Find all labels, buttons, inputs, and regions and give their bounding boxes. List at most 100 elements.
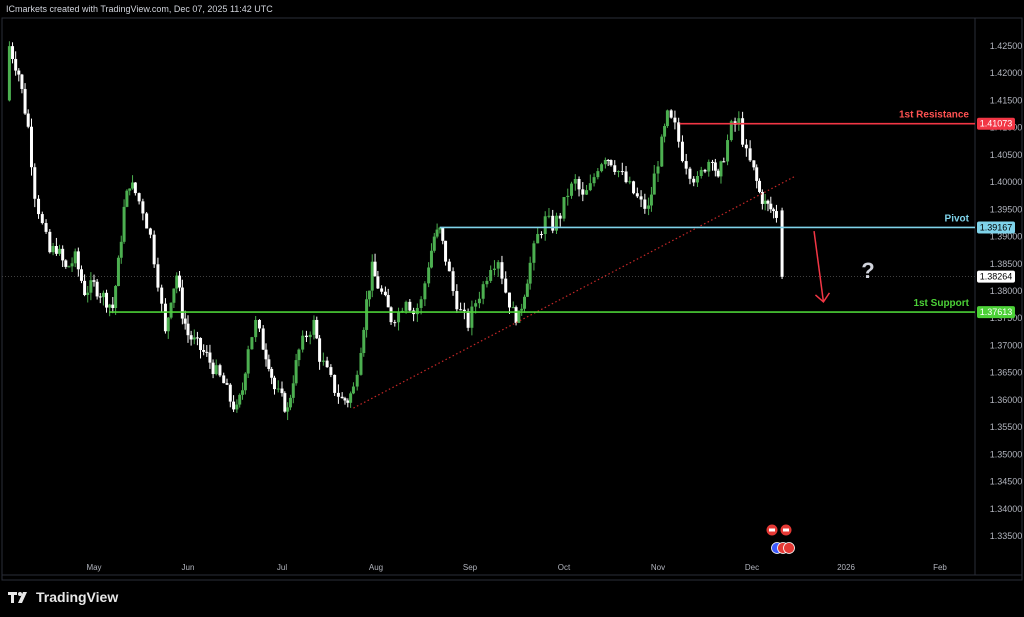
candle-body	[606, 159, 610, 161]
candle-body	[596, 171, 600, 178]
candle-body	[83, 280, 87, 296]
candle-body	[592, 177, 596, 184]
candle-body	[528, 262, 532, 284]
candle-body	[649, 194, 653, 206]
candle-body	[222, 375, 226, 384]
candle-body	[766, 200, 770, 204]
level-price-label: 1.41073	[980, 119, 1013, 129]
candle-body	[67, 266, 71, 268]
candle-body	[680, 141, 684, 162]
candle-body	[232, 401, 236, 410]
candle-body	[95, 281, 99, 297]
candle-body	[639, 196, 643, 200]
candle-body	[202, 349, 206, 352]
last-candle-body	[780, 210, 784, 277]
candle-body	[489, 270, 493, 281]
tradingview-brand[interactable]: TradingView	[8, 589, 118, 605]
candle-body	[643, 199, 647, 209]
candle-body	[79, 269, 83, 281]
candle-body	[122, 206, 126, 242]
candle-body	[370, 261, 374, 291]
candle-body	[58, 248, 62, 254]
candle-body	[755, 167, 759, 181]
candle-body	[267, 359, 271, 369]
candle-body	[257, 319, 261, 329]
candle-body	[707, 161, 711, 172]
candle-body	[211, 362, 215, 375]
candle-body	[719, 161, 723, 177]
candle-body	[752, 160, 756, 168]
candle-body	[603, 159, 607, 165]
y-tick-label: 1.34500	[990, 477, 1023, 487]
y-tick-label: 1.42500	[990, 41, 1023, 51]
level-price-tag	[977, 221, 1015, 234]
candle-body	[432, 236, 436, 251]
candle-body	[673, 117, 677, 123]
candle-body	[145, 213, 149, 229]
candle-body	[624, 171, 628, 183]
candle-body	[570, 183, 574, 196]
x-tick-label: May	[86, 563, 101, 572]
candle-body	[726, 140, 730, 162]
candle-body	[175, 275, 179, 289]
x-tick-label: 2026	[837, 563, 855, 572]
current-price-tag	[977, 270, 1015, 283]
candle-body	[225, 383, 229, 385]
candle-body	[166, 317, 170, 332]
candle-body	[758, 180, 762, 192]
candle-body	[246, 349, 250, 374]
candle-body	[699, 169, 703, 176]
y-tick-label: 1.34000	[990, 504, 1023, 514]
candle-body	[380, 288, 384, 292]
candle-body	[722, 161, 726, 163]
candle-body	[613, 165, 617, 172]
candle-body	[160, 287, 164, 304]
us-flag-icon	[783, 542, 795, 554]
level-price-tag	[977, 306, 1015, 319]
candle-body	[617, 171, 621, 173]
candle-body	[485, 280, 489, 285]
candle-body	[61, 248, 65, 261]
candle-body	[554, 215, 558, 231]
candle-body	[17, 70, 21, 75]
candle-body	[684, 161, 688, 169]
candle-body	[308, 334, 312, 338]
candle-body	[500, 262, 504, 279]
candle-body	[261, 328, 265, 350]
question-mark: ?	[861, 258, 874, 283]
candle-body	[558, 215, 562, 219]
candle-body	[33, 167, 37, 199]
y-tick-label: 1.41500	[990, 95, 1023, 105]
candle-body	[125, 190, 129, 207]
candle-body	[228, 384, 232, 402]
chart-frame	[1, 17, 1023, 581]
candle-body	[620, 171, 624, 173]
candle-body	[156, 264, 160, 288]
level-name: Pivot	[945, 213, 970, 224]
candle-body	[312, 319, 316, 335]
candle-body	[711, 161, 715, 163]
y-tick-label: 1.35500	[990, 422, 1023, 432]
candle-body	[741, 118, 745, 145]
candle-body	[632, 181, 636, 194]
current-price-label: 1.38264	[980, 272, 1013, 282]
candle-body	[114, 286, 118, 309]
candle-body	[98, 296, 102, 298]
candle-body	[415, 307, 419, 315]
candle-body	[438, 227, 442, 230]
candle-body	[774, 211, 778, 218]
candle-body	[748, 148, 752, 161]
candle-body	[92, 280, 96, 282]
candle-body	[141, 201, 145, 214]
candle-body	[447, 261, 451, 272]
candle-body	[669, 110, 673, 118]
y-tick-label: 1.38000	[990, 286, 1023, 296]
candle-body	[70, 263, 74, 267]
candle-body	[427, 267, 431, 284]
level-price-label: 1.37613	[980, 307, 1013, 317]
candle-body	[318, 338, 322, 362]
y-tick-label: 1.39000	[990, 232, 1023, 242]
candle-body	[276, 388, 280, 390]
candle-body	[585, 190, 589, 195]
